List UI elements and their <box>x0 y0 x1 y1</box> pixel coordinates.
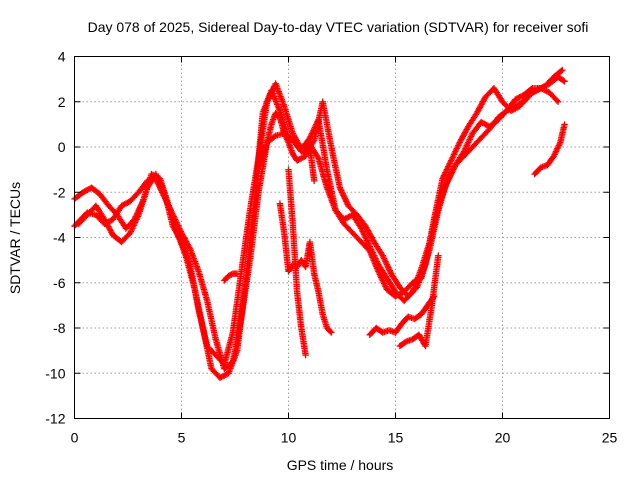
plus-markers <box>75 80 562 368</box>
y-tick-label: 4 <box>58 49 66 65</box>
plus-markers <box>71 66 566 381</box>
x-tick-label: 25 <box>602 430 618 446</box>
plus-markers <box>531 121 568 178</box>
series-sat-d <box>255 109 318 185</box>
y-tick-label: -10 <box>45 365 65 381</box>
series-sat-i <box>396 252 442 350</box>
x-tick-label: 5 <box>178 430 186 446</box>
y-tick-label: -12 <box>45 411 65 427</box>
series-sat-b <box>71 66 566 381</box>
chart-title: Day 078 of 2025, Sidereal Day-to-day VTE… <box>88 19 589 35</box>
series-sat-g <box>221 270 241 284</box>
plus-markers <box>366 293 438 338</box>
plus-markers <box>396 252 442 350</box>
series-sat-e <box>276 200 335 336</box>
y-tick-label: -2 <box>53 184 66 200</box>
plus-markers <box>221 270 241 284</box>
y-tick-label: -6 <box>53 275 66 291</box>
y-axis-label: SDTVAR / TECUs <box>7 182 23 294</box>
data-marks <box>71 66 568 381</box>
series-sat-h <box>366 293 438 338</box>
plus-markers <box>255 109 318 185</box>
x-tick-label: 0 <box>71 430 79 446</box>
y-tick-label: 0 <box>58 139 66 155</box>
series-sat-c <box>75 80 562 368</box>
plus-markers <box>276 200 335 336</box>
axis-ticks: 0 5 10 15 20 25 -12 -10 -8 -6 -4 -2 0 2 4 <box>45 49 617 446</box>
y-tick-label: 2 <box>58 94 66 110</box>
series-sat-j <box>531 121 568 178</box>
x-axis-label: GPS time / hours <box>287 457 394 473</box>
x-tick-label: 15 <box>388 430 404 446</box>
x-tick-label: 10 <box>281 430 297 446</box>
grid <box>74 56 610 419</box>
y-tick-label: -4 <box>53 230 66 246</box>
series-sat-f <box>285 166 309 359</box>
y-tick-label: -8 <box>53 320 66 336</box>
plus-markers <box>285 166 309 359</box>
x-tick-label: 20 <box>495 430 511 446</box>
